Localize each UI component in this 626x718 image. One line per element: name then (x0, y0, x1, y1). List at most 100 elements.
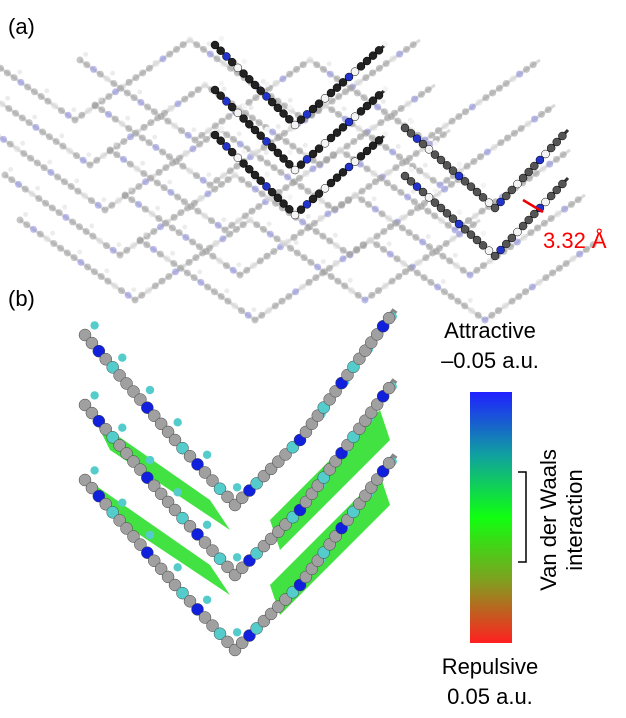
atom (174, 100, 181, 107)
atom (104, 278, 111, 285)
atom (59, 143, 66, 150)
atom (117, 252, 124, 259)
atom (285, 293, 292, 300)
atom (300, 61, 307, 68)
atom (291, 234, 298, 241)
atom (93, 157, 100, 164)
atom (453, 262, 460, 269)
atom (195, 86, 202, 93)
atom (406, 155, 413, 162)
atom (146, 139, 153, 146)
atom (276, 124, 281, 129)
atom (423, 172, 430, 179)
atom (436, 245, 443, 252)
atom (182, 225, 187, 230)
atom (314, 264, 321, 271)
atom (353, 246, 360, 253)
atom (374, 233, 381, 240)
atom (12, 110, 19, 117)
panel-a-structure (0, 32, 600, 324)
atom (125, 116, 130, 121)
bracket (518, 472, 526, 562)
atom (224, 288, 229, 293)
atom (389, 55, 396, 62)
atom (74, 188, 81, 195)
atom (468, 307, 475, 314)
atom (32, 115, 37, 120)
atom (424, 208, 431, 215)
atom (191, 200, 198, 207)
atom (89, 233, 96, 240)
atom (237, 141, 244, 148)
atom (294, 249, 301, 256)
atom (389, 278, 396, 285)
atom (23, 212, 28, 217)
atom (461, 302, 468, 309)
atom (541, 220, 548, 227)
atom (375, 287, 382, 294)
atom (503, 80, 510, 87)
atom (352, 192, 359, 199)
atom (328, 273, 335, 280)
atom (561, 206, 568, 213)
atom (404, 194, 411, 201)
atom (329, 98, 336, 105)
atom (182, 234, 189, 241)
atom (226, 231, 233, 238)
atom (299, 219, 306, 226)
atom (519, 222, 527, 230)
colorbar-top-value: –0.05 a.u. (441, 348, 539, 373)
atom (457, 209, 463, 215)
atom (464, 163, 471, 170)
atom (426, 243, 433, 250)
atom (145, 287, 152, 294)
atom (219, 118, 226, 125)
atom (162, 164, 169, 171)
atom (77, 57, 84, 64)
atom (482, 94, 489, 101)
atom (184, 204, 191, 211)
atom (5, 96, 10, 101)
atom (168, 105, 175, 112)
atom (135, 183, 142, 190)
atom (51, 102, 58, 109)
atom (306, 279, 313, 286)
atom (525, 216, 533, 224)
atom (169, 159, 176, 166)
atom (513, 228, 521, 236)
atom (382, 282, 389, 289)
atom (434, 284, 441, 291)
atom (549, 269, 556, 276)
atom (350, 138, 357, 145)
atom (372, 196, 377, 201)
atom (522, 288, 529, 295)
atom (298, 183, 305, 190)
atom (47, 160, 52, 165)
atom (546, 161, 553, 168)
atom (159, 278, 166, 285)
atom (123, 247, 130, 254)
atom (90, 321, 98, 329)
atom (32, 124, 39, 131)
atom (104, 268, 109, 273)
atom (575, 196, 582, 203)
atom (407, 265, 414, 272)
atom (149, 210, 156, 217)
atom (97, 71, 104, 78)
atom (249, 208, 256, 215)
atom (167, 180, 172, 185)
atom (326, 237, 333, 244)
atom (219, 81, 225, 87)
atom (418, 91, 425, 98)
atom (236, 262, 241, 267)
atom (77, 259, 84, 266)
atom (104, 75, 111, 82)
atom (441, 288, 448, 295)
atom (131, 94, 138, 101)
atom (171, 214, 178, 221)
atom (377, 175, 384, 182)
atom (319, 233, 326, 240)
atom (508, 186, 516, 194)
atom (462, 108, 469, 115)
atom (125, 125, 132, 132)
